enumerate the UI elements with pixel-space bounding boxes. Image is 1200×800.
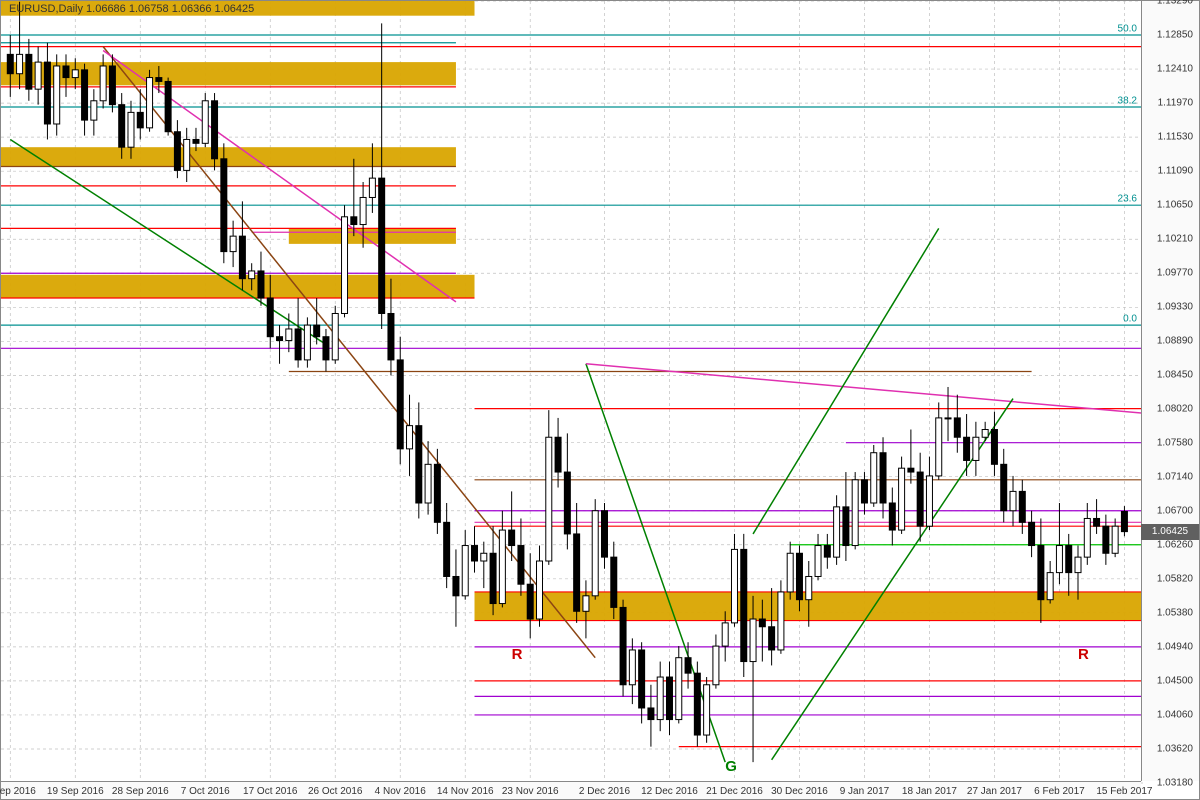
y-tick-label: 1.11970 [1158, 98, 1193, 109]
plot-area[interactable] [1, 1, 1200, 800]
y-tick-label: 1.05820 [1157, 573, 1193, 584]
ohlc-open: 1.06686 [86, 3, 126, 15]
ohlc-close: 1.06425 [215, 3, 255, 15]
y-tick-label: 1.04940 [1157, 641, 1193, 652]
annotation-G: G [725, 758, 737, 775]
x-tick-label: 14 Nov 2016 [437, 786, 494, 797]
symbol-timeframe: EURUSD,Daily [9, 3, 83, 15]
x-tick-label: 30 Dec 2016 [771, 786, 828, 797]
x-tick-label: 9 Jan 2017 [840, 786, 890, 797]
x-tick-label: 23 Nov 2016 [502, 786, 559, 797]
y-tick-label: 1.11530 [1158, 132, 1193, 143]
y-tick-label: 1.03620 [1157, 743, 1193, 754]
y-tick-label: 1.13290 [1157, 0, 1193, 7]
y-axis: 1.13290 1.12850 1.12410 1.11970 1.11530 1.110… [1141, 1, 1199, 781]
y-tick-label: 1.07580 [1157, 437, 1193, 448]
x-tick-label: 6 Feb 2017 [1034, 786, 1085, 797]
y-tick-label: 1.08890 [1157, 336, 1193, 347]
x-tick-label: 18 Jan 2017 [902, 786, 957, 797]
x-axis: 9 Sep 2016 19 Sep 2016 28 Sep 2016 7 Oct 20… [1, 781, 1141, 799]
x-tick-label: 7 Oct 2016 [181, 786, 230, 797]
x-tick-label: 21 Dec 2016 [706, 786, 763, 797]
fib-label: 23.6 [1118, 194, 1137, 205]
y-tick-label: 1.09770 [1157, 268, 1193, 279]
y-tick-label: 1.12850 [1157, 30, 1193, 41]
annotation-R: R [1078, 646, 1089, 663]
x-tick-label: 2 Dec 2016 [579, 786, 630, 797]
y-tick-label: 1.08020 [1157, 403, 1193, 414]
y-tick-label: 1.03180 [1157, 778, 1193, 789]
x-tick-label: 9 Sep 2016 [0, 786, 36, 797]
y-tick-label: 1.07140 [1157, 471, 1193, 482]
chart-title: EURUSD,Daily 1.06686 1.06758 1.06366 1.0… [9, 3, 254, 15]
fib-label: 0.0 [1123, 314, 1137, 325]
x-tick-label: 28 Sep 2016 [112, 786, 169, 797]
y-tick-label: 1.12410 [1157, 64, 1193, 75]
x-tick-label: 4 Nov 2016 [375, 786, 426, 797]
y-tick-label: 1.09330 [1157, 302, 1193, 313]
y-tick-label: 1.06700 [1157, 505, 1193, 516]
y-tick-label: 1.10650 [1157, 200, 1193, 211]
y-tick-label: 1.11090 [1158, 166, 1193, 177]
forex-chart: EURUSD,Daily 1.06686 1.06758 1.06366 1.0… [0, 0, 1200, 800]
y-tick-label: 1.05380 [1157, 607, 1193, 618]
current-price-flag: 1.06425 [1141, 524, 1199, 540]
annotation-R: R [512, 646, 523, 663]
x-tick-label: 19 Sep 2016 [47, 786, 104, 797]
y-tick-label: 1.10210 [1157, 234, 1193, 245]
x-tick-label: 17 Oct 2016 [243, 786, 297, 797]
ohlc-low: 1.06366 [172, 3, 212, 15]
fib-label: 50.0 [1118, 24, 1137, 35]
ohlc-high: 1.06758 [129, 3, 169, 15]
x-tick-label: 26 Oct 2016 [308, 786, 362, 797]
y-tick-label: 1.04500 [1157, 675, 1193, 686]
y-tick-label: 1.08450 [1157, 370, 1193, 381]
x-tick-label: 15 Feb 2017 [1096, 786, 1152, 797]
y-tick-label: 1.04060 [1157, 709, 1193, 720]
y-tick-label: 1.06260 [1157, 539, 1193, 550]
fib-label: 38.2 [1118, 95, 1137, 106]
x-tick-label: 12 Dec 2016 [641, 786, 698, 797]
x-tick-label: 27 Jan 2017 [967, 786, 1022, 797]
